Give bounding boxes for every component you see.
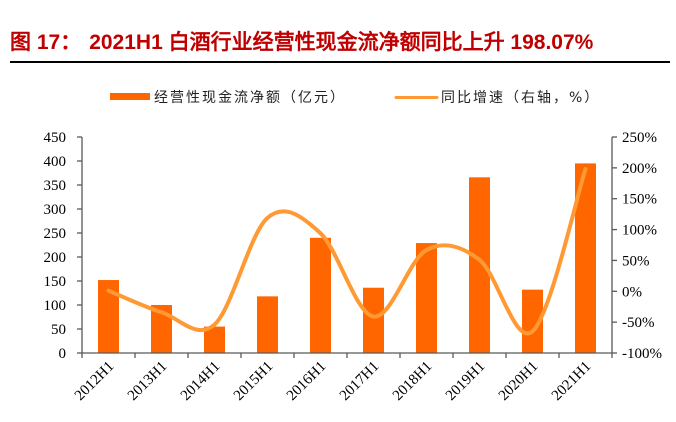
bar-2019H1 <box>469 177 490 353</box>
figure-label: 图 17： <box>10 31 82 54</box>
right-tick-label: 150% <box>622 192 657 208</box>
x-tick-label: 2018H1 <box>390 359 435 404</box>
bar-2012H1 <box>98 280 119 353</box>
right-tick-label: 0% <box>622 284 642 300</box>
bar-2015H1 <box>257 296 278 353</box>
left-tick-label: 0 <box>59 346 67 362</box>
right-tick-label: 200% <box>622 161 657 177</box>
title-rule <box>10 61 670 63</box>
right-tick-label: 250% <box>622 130 657 146</box>
x-tick-label: 2012H1 <box>72 359 117 404</box>
x-tick-label: 2020H1 <box>496 359 541 404</box>
title-text: 2021H1 白酒行业经营性现金流净额同比上升 198.07% <box>89 31 594 54</box>
left-tick-label: 450 <box>44 130 67 146</box>
bar-2016H1 <box>310 237 331 353</box>
left-tick-label: 200 <box>44 250 67 266</box>
bar-2017H1 <box>363 287 384 353</box>
x-tick-label: 2017H1 <box>337 359 382 404</box>
x-tick-label: 2016H1 <box>284 359 329 404</box>
x-tick-label: 2013H1 <box>125 359 170 404</box>
x-tick-label: 2019H1 <box>443 359 488 404</box>
right-tick-label: 100% <box>622 223 657 239</box>
left-tick-label: 400 <box>44 154 67 170</box>
chart-title: 图 17： 2021H1 白酒行业经营性现金流净额同比上升 198.07% <box>10 26 593 56</box>
left-tick-label: 250 <box>44 226 67 242</box>
left-tick-label: 50 <box>51 322 66 338</box>
legend: 经营性现金流净额（亿元） 同比增速（右轴，%） <box>110 90 600 106</box>
legend-line-label: 同比增速（右轴，%） <box>441 90 600 106</box>
bar-2014H1 <box>204 326 225 353</box>
axes: 0 50 100 150 200 250 300 350 400 450 -100% -50% 0% 50… <box>44 130 663 362</box>
legend-bar-swatch <box>110 93 150 100</box>
bar-2021H1 <box>575 163 596 353</box>
x-axis-labels: 2012H1 2013H1 2014H1 2015H1 2016H1 2017H1 2018… <box>72 359 594 404</box>
left-tick-label: 150 <box>44 274 67 290</box>
growth-line <box>106 167 588 336</box>
bar-series <box>98 163 596 353</box>
right-tick-label: -50% <box>622 315 655 331</box>
left-tick-label: 350 <box>44 178 67 194</box>
bar-2013H1 <box>151 305 172 353</box>
x-tick-label: 2015H1 <box>231 359 276 404</box>
left-tick-label: 100 <box>44 298 67 314</box>
bar-2018H1 <box>416 243 437 353</box>
x-tick-label: 2014H1 <box>178 359 223 404</box>
x-tick-label: 2021H1 <box>549 359 594 404</box>
bar-2020H1 <box>522 289 543 353</box>
left-tick-label: 300 <box>44 202 67 218</box>
right-tick-label: 50% <box>622 253 650 269</box>
legend-bar-label: 经营性现金流净额（亿元） <box>154 90 346 106</box>
right-tick-label: -100% <box>622 346 662 362</box>
